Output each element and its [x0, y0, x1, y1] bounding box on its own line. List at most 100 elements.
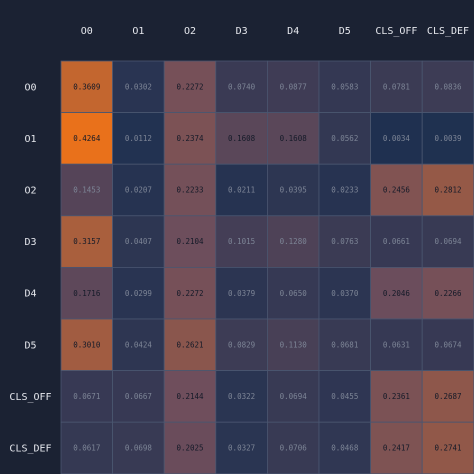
cell-value-label: 0.0836: [434, 82, 462, 91]
heatmap-cell-cls-def-d5: [318, 421, 371, 474]
heatmap-cell-cls-off-cls-def: [421, 370, 474, 423]
cell-value-label: 0.0370: [331, 289, 359, 298]
cell-value-label: 0.2266: [434, 289, 462, 298]
heatmap-cell-d5-d5: [318, 318, 371, 371]
cell-value-label: 0.0681: [331, 340, 358, 349]
heatmap-cell-d5-o1: [112, 318, 165, 371]
heatmap-cell-cls-def-d4: [266, 421, 320, 474]
cell-value-label: 0.2621: [176, 340, 203, 349]
cell-value-label: 0.2104: [176, 237, 204, 246]
row-label-o0: O0: [24, 82, 36, 93]
cell-value-label: 0.0694: [280, 392, 308, 401]
heatmap-cell-d4-o2: [163, 266, 217, 320]
cell-value-label: 0.0562: [331, 134, 358, 143]
cell-value-label: 0.0211: [228, 186, 255, 195]
cell-value-label: 0.0455: [331, 392, 358, 401]
column-label-d5: D5: [339, 26, 351, 37]
heatmap-cell-d3-o1: [112, 215, 165, 268]
heatmap-cell-d3-cls-off: [370, 215, 423, 268]
cell-value-label: 0.0740: [228, 82, 256, 91]
cell-value-label: 0.2233: [176, 186, 203, 195]
heatmap-cell-cls-def-o1: [112, 421, 165, 474]
cell-value-label: 0.0706: [280, 444, 308, 453]
heatmap-cell-o0-o1: [112, 60, 165, 113]
row-label-o1: O1: [24, 134, 36, 145]
heatmap-cell-cls-off-d3: [215, 370, 268, 423]
heatmap-cell-o2-d4: [266, 163, 320, 217]
heatmap-cell-d5-d3: [215, 318, 268, 371]
column-label-o0: O0: [81, 26, 93, 37]
cell-value-label: 0.0299: [125, 289, 152, 298]
cell-value-label: 0.0650: [280, 289, 308, 298]
row-label-d5: D5: [24, 340, 36, 351]
cell-value-label: 0.0233: [331, 186, 358, 195]
column-label-cls-def: CLS_DEF: [427, 26, 469, 37]
cell-value-label: 0.2025: [176, 444, 203, 453]
cell-value-label: 0.1608: [280, 134, 308, 143]
heatmap-cell-d5-cls-def: [421, 318, 474, 371]
cell-value-label: 0.2812: [434, 186, 461, 195]
heatmap-cell-o0-d3: [215, 60, 268, 113]
cell-value-label: 0.0631: [383, 340, 410, 349]
cell-value-label: 0.0322: [228, 392, 255, 401]
heatmap-cell-d5-o2: [163, 318, 217, 371]
cell-value-label: 0.0039: [434, 134, 461, 143]
cell-value-label: 0.2374: [176, 134, 204, 143]
heatmap-cell-o2-o1: [112, 163, 165, 217]
cell-value-label: 0.0468: [331, 444, 359, 453]
heatmap-cell-cls-def-cls-def: [421, 421, 474, 474]
cell-value-label: 0.2046: [383, 289, 411, 298]
cell-value-label: 0.0395: [280, 186, 307, 195]
cell-value-label: 0.3157: [73, 237, 100, 246]
heatmap-cell-o1-o2: [163, 112, 217, 165]
cell-value-label: 0.1130: [280, 340, 308, 349]
column-label-d3: D3: [236, 26, 248, 37]
cell-value-label: 0.0694: [434, 237, 462, 246]
column-label-o2: O2: [184, 26, 196, 37]
heatmap-cell-cls-def-o0: [60, 421, 113, 474]
cell-value-label: 0.1716: [73, 289, 101, 298]
cell-value-label: 0.0379: [228, 289, 255, 298]
cell-value-label: 0.0674: [434, 340, 462, 349]
row-label-d4: D4: [24, 289, 36, 300]
cell-value-label: 0.0661: [383, 237, 410, 246]
heatmap-cell-o2-o0: [60, 163, 113, 217]
heatmap-cell-d4-cls-def: [421, 266, 474, 320]
heatmap-cell-d4-d3: [215, 266, 268, 320]
cell-value-label: 0.0207: [125, 186, 152, 195]
cell-value-label: 0.0671: [73, 392, 100, 401]
cell-value-label: 0.0781: [383, 82, 410, 91]
cell-value-label: 0.3010: [73, 340, 101, 349]
cell-value-label: 0.2272: [176, 82, 203, 91]
column-label-o1: O1: [132, 26, 144, 37]
row-labels: O0 O1 O2 D3 D4 D5 CLS_OFF CLS_DEF: [9, 82, 51, 454]
heatmap-cell-d5-cls-off: [370, 318, 423, 371]
heatmap-cell-d4-d5: [318, 266, 371, 320]
cell-value-label: 0.1608: [228, 134, 256, 143]
cell-value-label: 0.1280: [280, 237, 308, 246]
heatmap-cell-d3-o2: [163, 215, 217, 268]
row-label-cls-def: CLS_DEF: [9, 444, 51, 455]
column-label-d4: D4: [287, 26, 299, 37]
heatmap-cell-cls-off-d4: [266, 370, 320, 423]
cell-value-label: 0.0034: [383, 134, 411, 143]
heatmap-cell-o1-d4: [266, 112, 320, 165]
cell-value-label: 0.0829: [228, 340, 255, 349]
cell-value-label: 0.3609: [73, 82, 100, 91]
heatmap-cell-d3-d3: [215, 215, 268, 268]
cell-value-label: 0.0877: [280, 82, 307, 91]
heatmap-cell-o1-o0: [60, 112, 113, 165]
row-label-d3: D3: [24, 237, 36, 248]
cell-value-label: 0.0698: [125, 444, 153, 453]
heatmap-cell-d4-cls-off: [370, 266, 423, 320]
cell-value-label: 0.1015: [228, 237, 255, 246]
cell-value-label: 0.2741: [434, 444, 461, 453]
heatmap-cell-cls-def-cls-off: [370, 421, 423, 474]
column-label-cls-off: CLS_OFF: [375, 26, 417, 37]
row-label-o2: O2: [24, 186, 36, 197]
heatmap-cell-d3-o0: [60, 215, 113, 268]
cell-value-label: 0.0667: [125, 392, 152, 401]
cell-value-label: 0.2456: [383, 186, 411, 195]
cell-value-label: 0.0583: [331, 82, 358, 91]
